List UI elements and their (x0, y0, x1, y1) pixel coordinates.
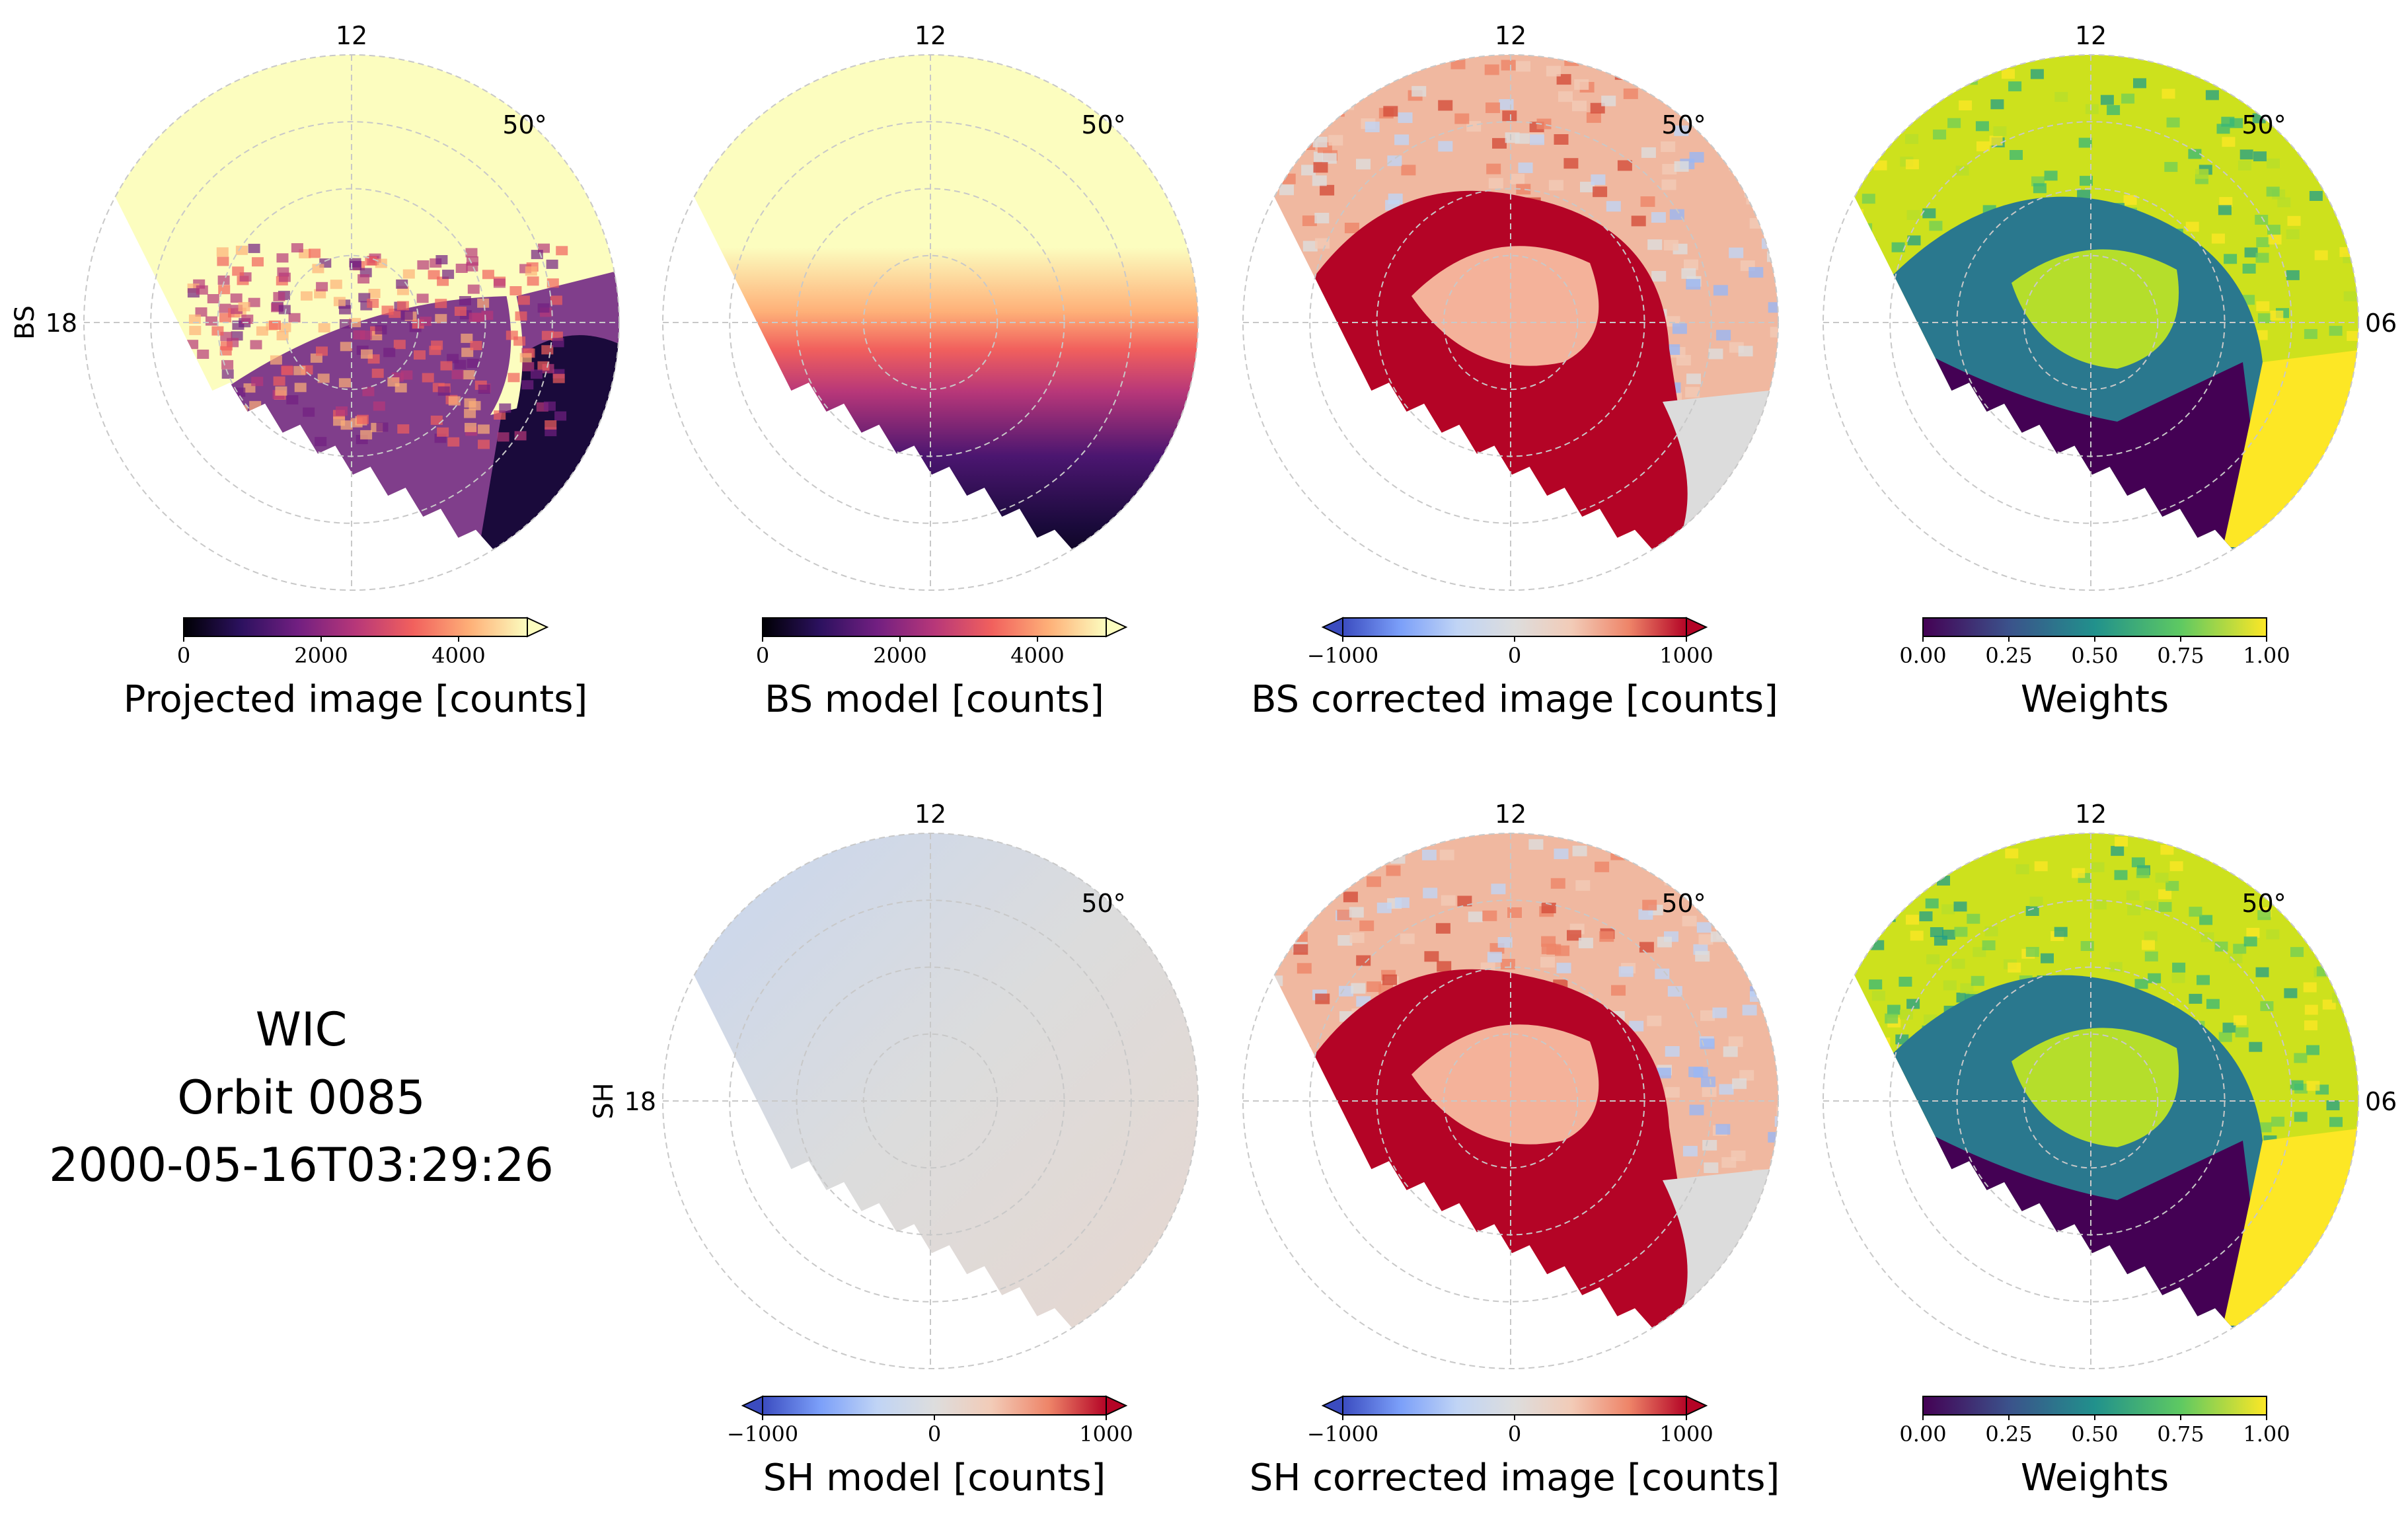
colorbar-extend-max (527, 617, 549, 638)
panel-4: 12 06 50° 0.00 0.25 0.50 0.75 1.00 Weights (1823, 21, 2397, 721)
panel-6: 12 50° −1000 0 1000 SH corrected image [count… (1242, 800, 1780, 1499)
panel-1: 12 18 50° BS 0 2000 4000 Projected image [count… (10, 21, 620, 721)
mlt-label-top: 12 (915, 800, 946, 829)
colorbar: 0.00 0.25 0.50 0.75 1.00 Weights (1899, 617, 2290, 721)
colorbar-tick-label: 1000 (1659, 1421, 1713, 1447)
latitude-label: 50° (2241, 110, 2286, 139)
colorbar-title: BS model [counts] (765, 678, 1104, 721)
polar-grid (662, 833, 1199, 1369)
panels: 12 18 50° BS 0 2000 4000 Projected image [count… (10, 21, 2397, 1499)
image-layer (1274, 833, 1778, 1328)
image-layer (1274, 55, 1778, 550)
colorbar-gradient (1922, 617, 2267, 637)
mlt-label-top: 12 (1495, 21, 1526, 50)
colorbar: −1000 0 1000 SH corrected image [counts] (1250, 1395, 1780, 1499)
colorbar-title: Weights (2021, 1457, 2169, 1499)
colorbar-tick-label: 0.50 (2071, 643, 2118, 668)
colorbar-tick-label: 1000 (1079, 1421, 1133, 1447)
mlt-label-left: 18 (624, 1087, 656, 1116)
colorbar-extend-min (1321, 1395, 1343, 1416)
colorbar-gradient (1922, 1396, 2267, 1416)
colorbar-tick-label: 2000 (873, 643, 926, 668)
colorbar-extend-max (1686, 617, 1708, 638)
colorbar: 0 2000 4000 Projected image [counts] (124, 617, 588, 721)
polar-grid (83, 54, 620, 591)
info-orbit: Orbit 0085 (177, 1071, 426, 1125)
colorbar-tick-label: 0.75 (2157, 1421, 2204, 1447)
colorbar-tick-label: −1000 (1307, 1421, 1378, 1447)
panel-7: 12 06 50° 0.00 0.25 0.50 0.75 1.00 Weights (1823, 800, 2397, 1499)
polar-grid (1823, 833, 2359, 1369)
colorbar-tick-label: 0.25 (1985, 1421, 2032, 1447)
colorbar-extend-min (741, 1395, 763, 1416)
colorbar-title: Projected image [counts] (124, 678, 588, 721)
panel-2: 12 50° 0 2000 4000 BS model [counts] (662, 21, 1199, 721)
colorbar-tick-label: 1000 (1659, 643, 1713, 668)
colorbar: 0.00 0.25 0.50 0.75 1.00 Weights (1899, 1396, 2290, 1499)
colorbar-title: SH model [counts] (763, 1457, 1106, 1499)
colorbar: −1000 0 1000 SH model [counts] (727, 1395, 1133, 1499)
latitude-label: 50° (502, 110, 546, 139)
image-layer (115, 55, 619, 550)
mlt-label-top: 12 (336, 21, 367, 50)
mlt-label-left: 18 (46, 309, 77, 338)
colorbar-title: BS corrected image [counts] (1251, 678, 1778, 721)
colorbar-tick-label: 4000 (1010, 643, 1064, 668)
info-block: WIC Orbit 0085 2000-05-16T03:29:26 (49, 1003, 554, 1192)
latitude-label: 50° (1081, 110, 1125, 139)
mlt-label-top: 12 (2075, 21, 2107, 50)
colorbar-tick-label: 0.00 (1899, 643, 1946, 668)
colorbar-tick-label: 0 (928, 1421, 941, 1447)
colorbar-tick-label: 0.00 (1899, 1421, 1946, 1447)
row-label: SH (589, 1082, 619, 1119)
polar-grid (1823, 54, 2359, 591)
colorbar-tick-label: 0 (1508, 1421, 1521, 1447)
panel-3: 12 50° −1000 0 1000 BS corrected image [count… (1242, 21, 1779, 721)
colorbar-title: Weights (2021, 678, 2169, 721)
colorbar-title: SH corrected image [counts] (1250, 1457, 1780, 1499)
colorbar-tick-label: 4000 (432, 643, 485, 668)
colorbar-extend-max (1106, 1395, 1128, 1416)
colorbar-tick-label: −1000 (727, 1421, 798, 1447)
latitude-label: 50° (2241, 889, 2286, 918)
colorbar-tick-label: −1000 (1307, 643, 1378, 668)
colorbar-extend-max (1686, 1395, 1708, 1416)
colorbar-tick-label: 0 (1508, 643, 1521, 668)
polar-grid (1242, 833, 1779, 1369)
colorbar-gradient (762, 1396, 1107, 1416)
info-timestamp: 2000-05-16T03:29:26 (49, 1138, 554, 1192)
colorbar-tick-label: 0.75 (2157, 643, 2204, 668)
colorbar-extend-max (1106, 617, 1128, 638)
mlt-label-top: 12 (1495, 800, 1526, 829)
latitude-label: 50° (1661, 889, 1706, 918)
colorbar-tick-label: 0.50 (2071, 1421, 2118, 1447)
colorbar-gradient (183, 617, 528, 637)
colorbar-gradient (1342, 1396, 1687, 1416)
colorbar-tick-label: 2000 (294, 643, 348, 668)
mlt-label-top: 12 (915, 21, 946, 50)
panel-5: 12 18 50° SH −1000 0 1000 SH model [counts] (589, 800, 1199, 1499)
latitude-label: 50° (1661, 110, 1706, 139)
colorbar: 0 2000 4000 BS model [counts] (756, 617, 1128, 721)
row-label: BS (10, 305, 40, 340)
colorbar-extend-min (1321, 617, 1343, 638)
info-instrument: WIC (256, 1003, 348, 1057)
colorbar-tick-label: 1.00 (2243, 1421, 2290, 1447)
colorbar-tick-label: 0 (756, 643, 769, 668)
colorbar-tick-label: 1.00 (2243, 643, 2290, 668)
polar-grid (1242, 54, 1779, 591)
latitude-label: 50° (1081, 889, 1125, 918)
polar-grid (662, 54, 1199, 591)
colorbar-gradient (1342, 617, 1687, 637)
colorbar-tick-label: 0.25 (1985, 643, 2032, 668)
colorbar: −1000 0 1000 BS corrected image [counts] (1251, 617, 1778, 721)
mlt-label-top: 12 (2075, 800, 2107, 829)
colorbar-tick-label: 0 (177, 643, 190, 668)
mlt-label-right: 06 (2365, 1087, 2397, 1116)
colorbar-gradient (762, 617, 1107, 637)
mlt-label-right: 06 (2365, 309, 2397, 338)
